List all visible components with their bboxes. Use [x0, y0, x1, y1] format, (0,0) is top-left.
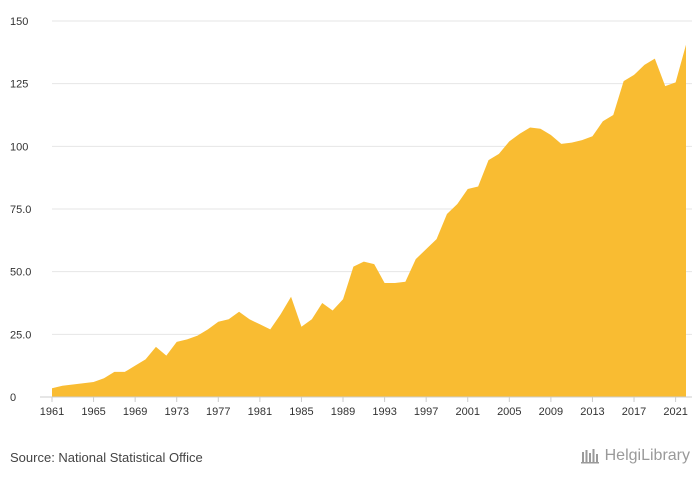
x-tick-label: 1969 [123, 406, 147, 418]
x-tick-label: 1961 [40, 406, 64, 418]
x-tick-label: 1989 [331, 406, 355, 418]
x-tick-label: 1993 [372, 406, 396, 418]
y-tick-label: 100 [10, 141, 28, 153]
y-tick-label: 75.0 [10, 204, 31, 216]
y-tick-label: 0 [10, 392, 16, 404]
y-tick-label: 50.0 [10, 267, 31, 279]
helgi-library-logo-icon [580, 449, 599, 464]
y-axis-tick-labels: 0 25.0 50.0 75.0 100 125 150 [10, 16, 31, 404]
x-tick-label: 1985 [289, 406, 313, 418]
x-axis [40, 396, 692, 402]
area-series [52, 44, 686, 398]
x-tick-label: 1981 [248, 406, 272, 418]
x-tick-label: 2009 [539, 406, 563, 418]
source-note: Source: National Statistical Office [10, 450, 203, 465]
x-tick-label: 1973 [164, 406, 188, 418]
x-tick-label: 2013 [580, 406, 604, 418]
x-tick-label: 2021 [663, 406, 687, 418]
x-tick-label: 1965 [81, 406, 105, 418]
area-series-shape [52, 44, 686, 398]
y-tick-label: 125 [10, 79, 28, 91]
x-tick-label: 1997 [414, 406, 438, 418]
x-tick-label: 2001 [455, 406, 479, 418]
logo-text: HelgiLibrary [604, 447, 690, 464]
y-tick-label: 25.0 [10, 329, 31, 341]
x-tick-label: 2005 [497, 406, 521, 418]
helgi-library-logo: HelgiLibrary [580, 447, 690, 465]
x-axis-tick-labels: 1961 1965 1969 1973 1977 1981 1985 1989 1993 1997… [40, 406, 688, 418]
x-tick-label: 2017 [622, 406, 646, 418]
y-tick-label: 150 [10, 16, 28, 28]
x-tick-label: 1977 [206, 406, 230, 418]
